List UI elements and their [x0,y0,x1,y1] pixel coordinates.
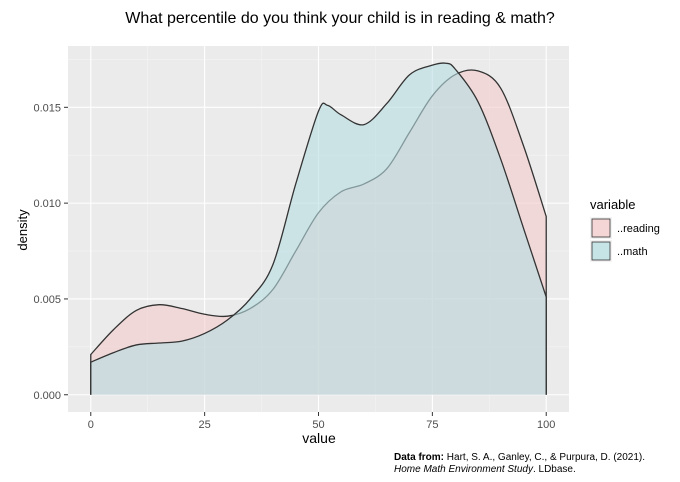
legend-label-math: ..math [617,246,648,258]
legend: variable ..reading ..math [590,197,660,262]
density-outline-math [90,62,547,395]
data-source-credit: Data from: Hart, S. A., Ganley, C., & Pu… [394,452,664,476]
y-axis-label: density [15,209,30,251]
credit-publisher: . LDbase. [532,464,576,475]
x-tick-label: 50 [312,419,324,431]
legend-swatch-reading [591,218,611,238]
y-tick-label: 0.015 [33,102,61,114]
y-tick-label: 0.010 [33,198,61,210]
legend-title: variable [590,197,636,212]
y-axis: 0.000 0.005 0.010 0.015 [33,102,68,402]
chart-title: What percentile do you think your child … [125,10,555,27]
density-areas [90,62,547,395]
density-area-math [90,63,547,395]
y-tick-label: 0.000 [33,390,61,402]
x-tick-label: 100 [537,419,555,431]
legend-label-reading: ..reading [617,223,660,235]
x-tick-label: 0 [88,419,94,431]
x-axis-label: value [302,430,336,446]
x-tick-label: 25 [199,419,211,431]
credit-work: Home Math Environment Study [394,464,533,475]
credit-prefix: Data from: [394,452,445,463]
x-tick-label: 75 [426,419,438,431]
x-axis: 0 25 50 75 100 [88,412,555,431]
legend-swatch-math [591,241,611,261]
credit-authors: Hart, S. A., Ganley, C., & Purpura, D. (… [446,452,646,463]
y-tick-label: 0.005 [33,294,61,306]
